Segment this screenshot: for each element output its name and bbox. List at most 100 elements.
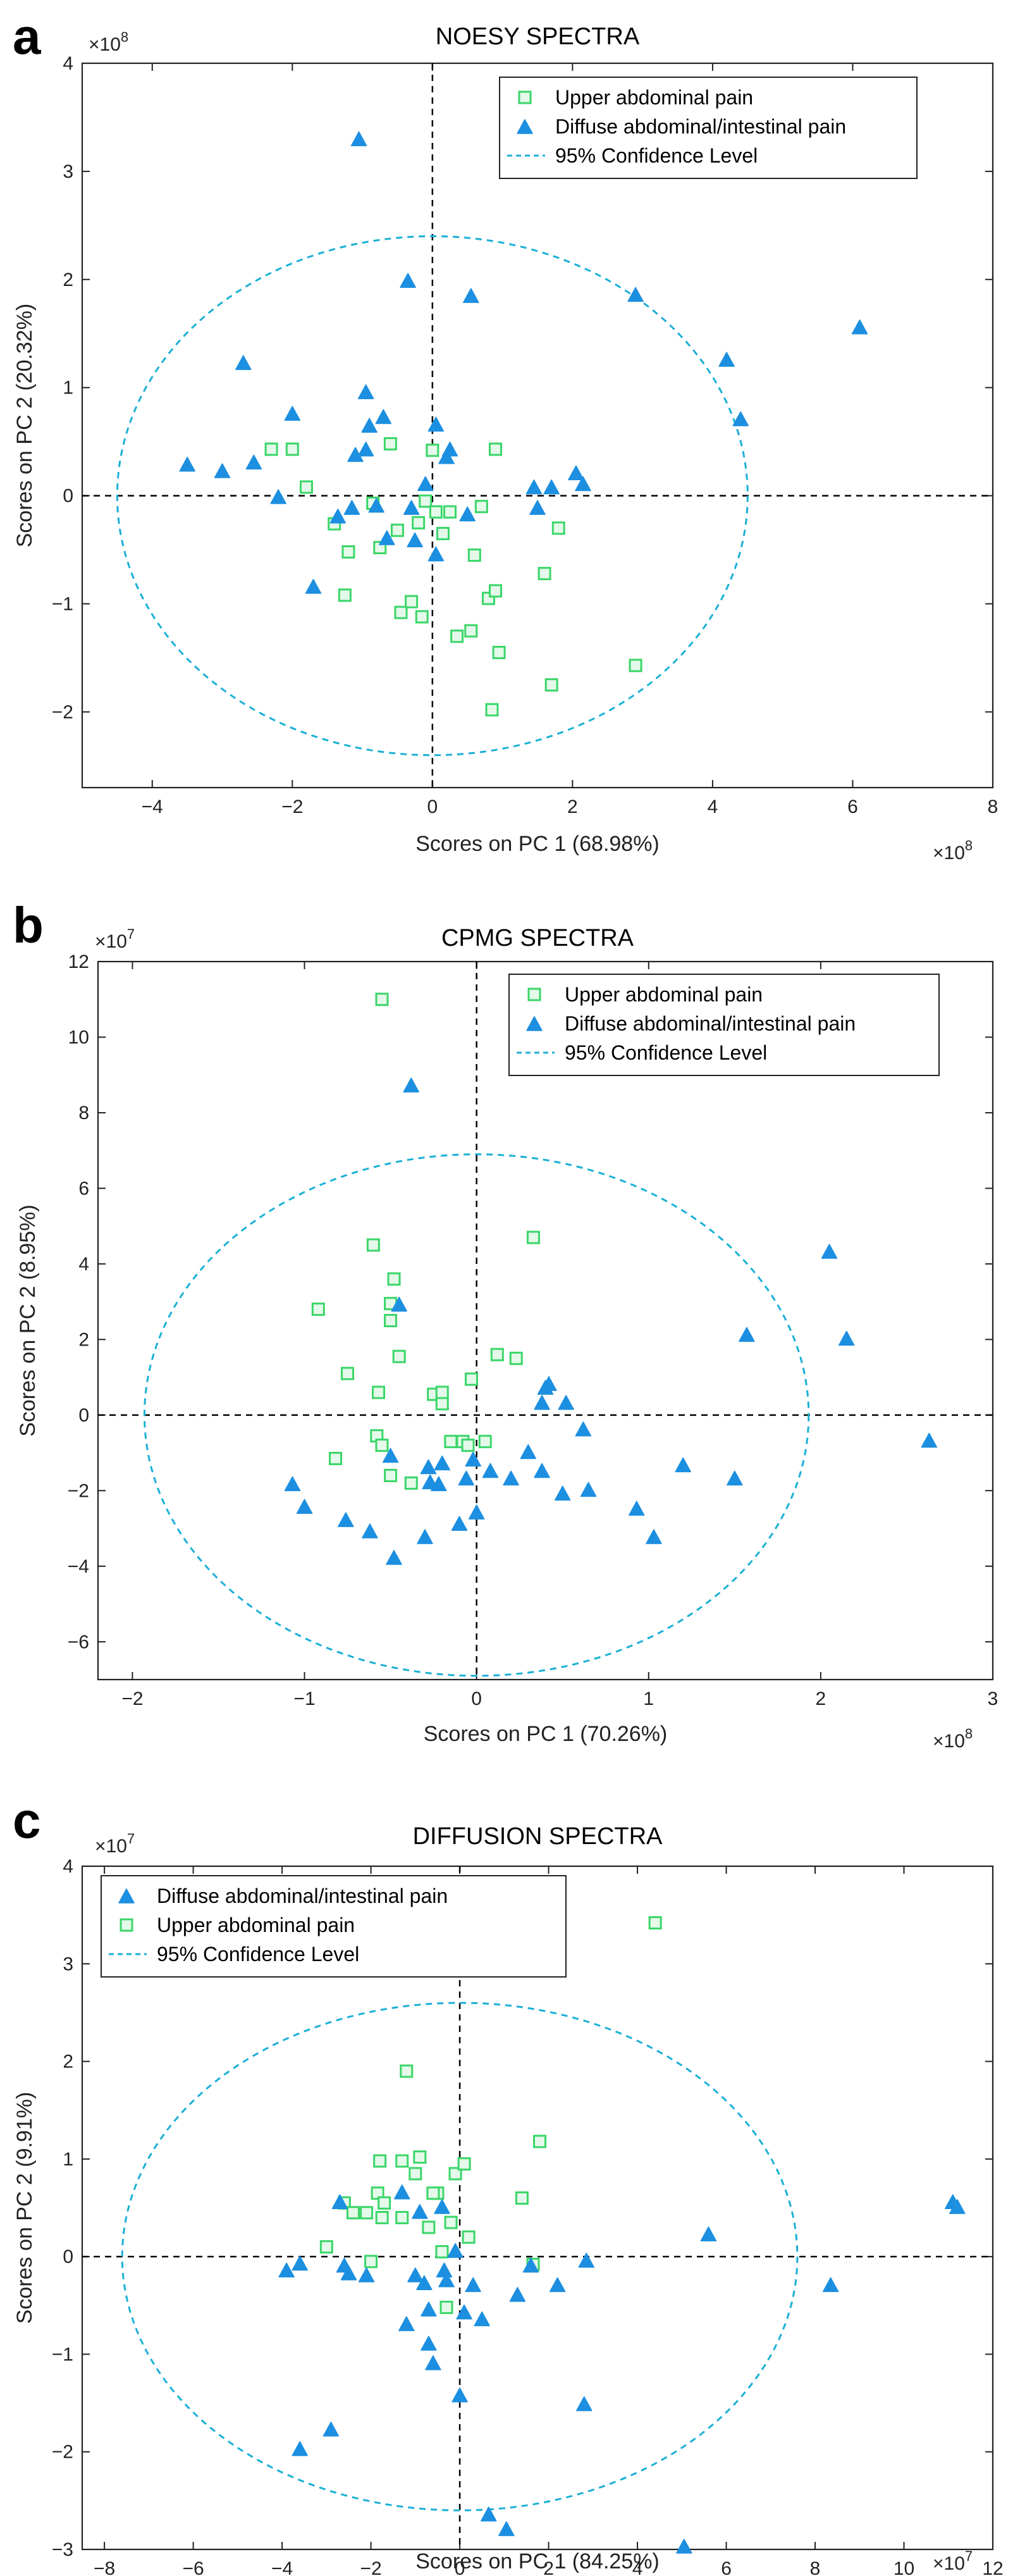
data-point-upper (396, 2212, 408, 2223)
y-tick-label: −2 (68, 1480, 89, 1501)
y-tick-label: 3 (63, 161, 73, 182)
y-tick-label: 0 (63, 486, 73, 507)
data-point-diffuse (428, 547, 443, 561)
data-point-diffuse (359, 2268, 374, 2282)
data-point-diffuse (581, 1482, 596, 1496)
panel-letter: a (13, 8, 41, 65)
data-point-upper (376, 2212, 388, 2223)
data-point-upper (465, 625, 477, 636)
data-point-upper (321, 2241, 332, 2253)
data-point-diffuse (534, 1463, 550, 1477)
data-point-diffuse (823, 2277, 838, 2291)
data-point-upper (490, 443, 501, 455)
data-point-upper (416, 611, 427, 622)
data-point-upper (405, 1477, 417, 1489)
data-point-diffuse (376, 410, 391, 424)
data-point-upper (437, 528, 448, 539)
data-point-diffuse (448, 2243, 463, 2257)
x-tick-label: 3 (988, 1688, 998, 1709)
data-point-diffuse (727, 1471, 742, 1485)
y-tick-label: 4 (63, 53, 73, 74)
legend-label: Upper abdominal pain (565, 983, 763, 1006)
x-tick-label: −2 (360, 2558, 381, 2576)
data-point-upper (396, 2155, 408, 2167)
chart-title: DIFFUSION SPECTRA (413, 1823, 663, 1850)
data-point-upper (476, 501, 487, 512)
data-point-upper (479, 1436, 491, 1447)
y-tick-label: −1 (52, 593, 73, 614)
x-tick-label: 4 (708, 796, 718, 817)
x-tick-label: 0 (427, 796, 438, 817)
data-point-diffuse (400, 273, 415, 287)
data-point-diffuse (443, 442, 458, 456)
data-point-upper (441, 2301, 452, 2313)
data-point-upper (516, 2193, 527, 2204)
legend-label: Diffuse abdominal/intestinal pain (555, 115, 846, 138)
data-point-diffuse (417, 1530, 433, 1544)
legend-label: 95% Confidence Level (555, 144, 758, 167)
panel-b: b CPMG SPECTRA−2 −1 0 1 2 3−6−4−2024681012×108… (13, 897, 998, 1752)
y-tick-label: 12 (68, 951, 89, 972)
data-point-diffuse (464, 288, 479, 302)
x-tick-label: −2 (281, 796, 303, 817)
legend-marker-upper (529, 989, 540, 1000)
x-tick-label: −8 (94, 2558, 115, 2576)
data-point-diffuse (292, 2442, 307, 2456)
data-point-diffuse (285, 406, 300, 420)
data-point-upper (391, 524, 403, 536)
data-point-upper (366, 2256, 377, 2267)
data-point-upper (427, 445, 438, 456)
x-tick-label: 2 (567, 796, 578, 817)
data-point-upper (388, 1273, 400, 1285)
x-tick-label: −4 (271, 2558, 293, 2576)
data-point-diffuse (236, 356, 251, 369)
data-point-upper (414, 2152, 426, 2163)
data-point-diffuse (530, 500, 545, 514)
y-axis-multiplier: ×107 (95, 1831, 135, 1857)
data-point-diffuse (534, 1396, 550, 1409)
data-point-diffuse (246, 455, 261, 469)
data-point-diffuse (839, 1331, 854, 1345)
data-point-diffuse (629, 1501, 644, 1515)
data-point-diffuse (306, 579, 321, 593)
x-tick-label: 0 (471, 1688, 482, 1709)
data-point-diffuse (852, 320, 868, 334)
y-tick-label: −6 (68, 1632, 89, 1652)
y-tick-label: 2 (63, 269, 73, 290)
y-tick-label: 0 (63, 2246, 73, 2267)
x-tick-label: 2 (816, 1688, 826, 1709)
y-tick-label: 0 (78, 1405, 89, 1426)
y-tick-label: 2 (63, 2052, 73, 2072)
data-point-diffuse (469, 1505, 484, 1519)
data-point-diffuse (352, 132, 367, 146)
x-tick-label: 6 (721, 2558, 732, 2576)
data-point-upper (343, 546, 354, 557)
data-point-upper (347, 2207, 359, 2219)
data-point-upper (534, 2136, 546, 2147)
legend-label: Diffuse abdominal/intestinal pain (157, 1885, 448, 1907)
y-axis-label: Scores on PC 2 (9.91%) (13, 2092, 37, 2324)
data-point-diffuse (408, 2268, 423, 2282)
chart-title: CPMG SPECTRA (441, 925, 634, 951)
data-point-diffuse (579, 2253, 594, 2267)
data-point-upper (379, 2197, 390, 2208)
data-point-upper (452, 631, 463, 642)
data-point-diffuse (426, 2356, 441, 2370)
data-point-diffuse (330, 509, 345, 523)
chart-title: NOESY SPECTRA (436, 23, 640, 50)
data-point-diffuse (395, 2185, 410, 2199)
data-point-diffuse (404, 500, 419, 514)
data-point-diffuse (412, 2205, 427, 2219)
legend-label: Upper abdominal pain (555, 86, 753, 109)
data-point-diffuse (344, 500, 359, 514)
data-point-diffuse (733, 412, 748, 426)
data-point-upper (486, 704, 498, 715)
y-tick-label: −3 (52, 2539, 73, 2560)
data-point-diffuse (503, 1471, 519, 1485)
data-point-diffuse (421, 1459, 436, 1473)
x-tick-label: −2 (121, 1688, 143, 1709)
data-point-upper (376, 1440, 388, 1451)
x-tick-label: 12 (982, 2558, 1003, 2576)
panel-c: c DIFFUSION SPECTRA−8 −6 −4 −2 0 2 4 6 8 10 12−3−2−… (13, 1792, 1004, 2576)
data-point-diffuse (359, 385, 374, 399)
